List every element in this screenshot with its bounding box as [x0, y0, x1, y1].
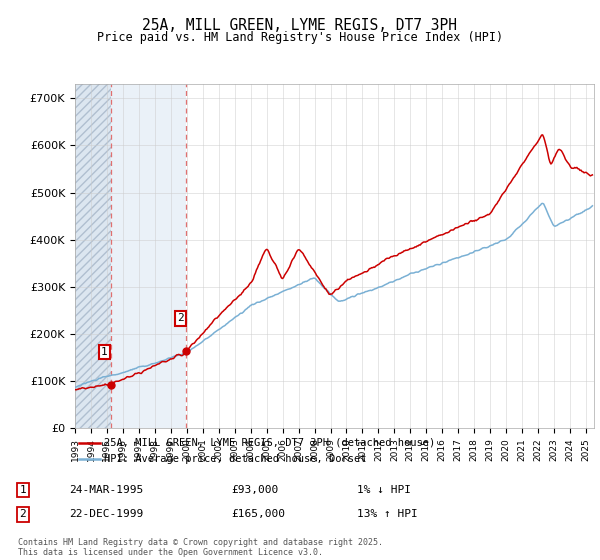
Text: 24-MAR-1995: 24-MAR-1995: [69, 485, 143, 495]
Text: 13% ↑ HPI: 13% ↑ HPI: [357, 509, 418, 519]
Text: 25A, MILL GREEN, LYME REGIS, DT7 3PH: 25A, MILL GREEN, LYME REGIS, DT7 3PH: [143, 18, 458, 33]
Text: £93,000: £93,000: [231, 485, 278, 495]
Bar: [110, 84, 187, 428]
Text: 2: 2: [177, 313, 184, 323]
Bar: [75, 84, 110, 428]
Text: 1: 1: [101, 347, 108, 357]
Text: £165,000: £165,000: [231, 509, 285, 519]
Text: 22-DEC-1999: 22-DEC-1999: [69, 509, 143, 519]
Text: 1% ↓ HPI: 1% ↓ HPI: [357, 485, 411, 495]
Text: HPI: Average price, detached house, Dorset: HPI: Average price, detached house, Dors…: [104, 454, 366, 464]
Text: Contains HM Land Registry data © Crown copyright and database right 2025.
This d: Contains HM Land Registry data © Crown c…: [18, 538, 383, 557]
Bar: [75, 84, 110, 428]
Text: 2: 2: [19, 509, 26, 519]
Text: 1: 1: [19, 485, 26, 495]
Text: Price paid vs. HM Land Registry's House Price Index (HPI): Price paid vs. HM Land Registry's House …: [97, 31, 503, 44]
Text: 25A, MILL GREEN, LYME REGIS, DT7 3PH (detached house): 25A, MILL GREEN, LYME REGIS, DT7 3PH (de…: [104, 437, 435, 447]
